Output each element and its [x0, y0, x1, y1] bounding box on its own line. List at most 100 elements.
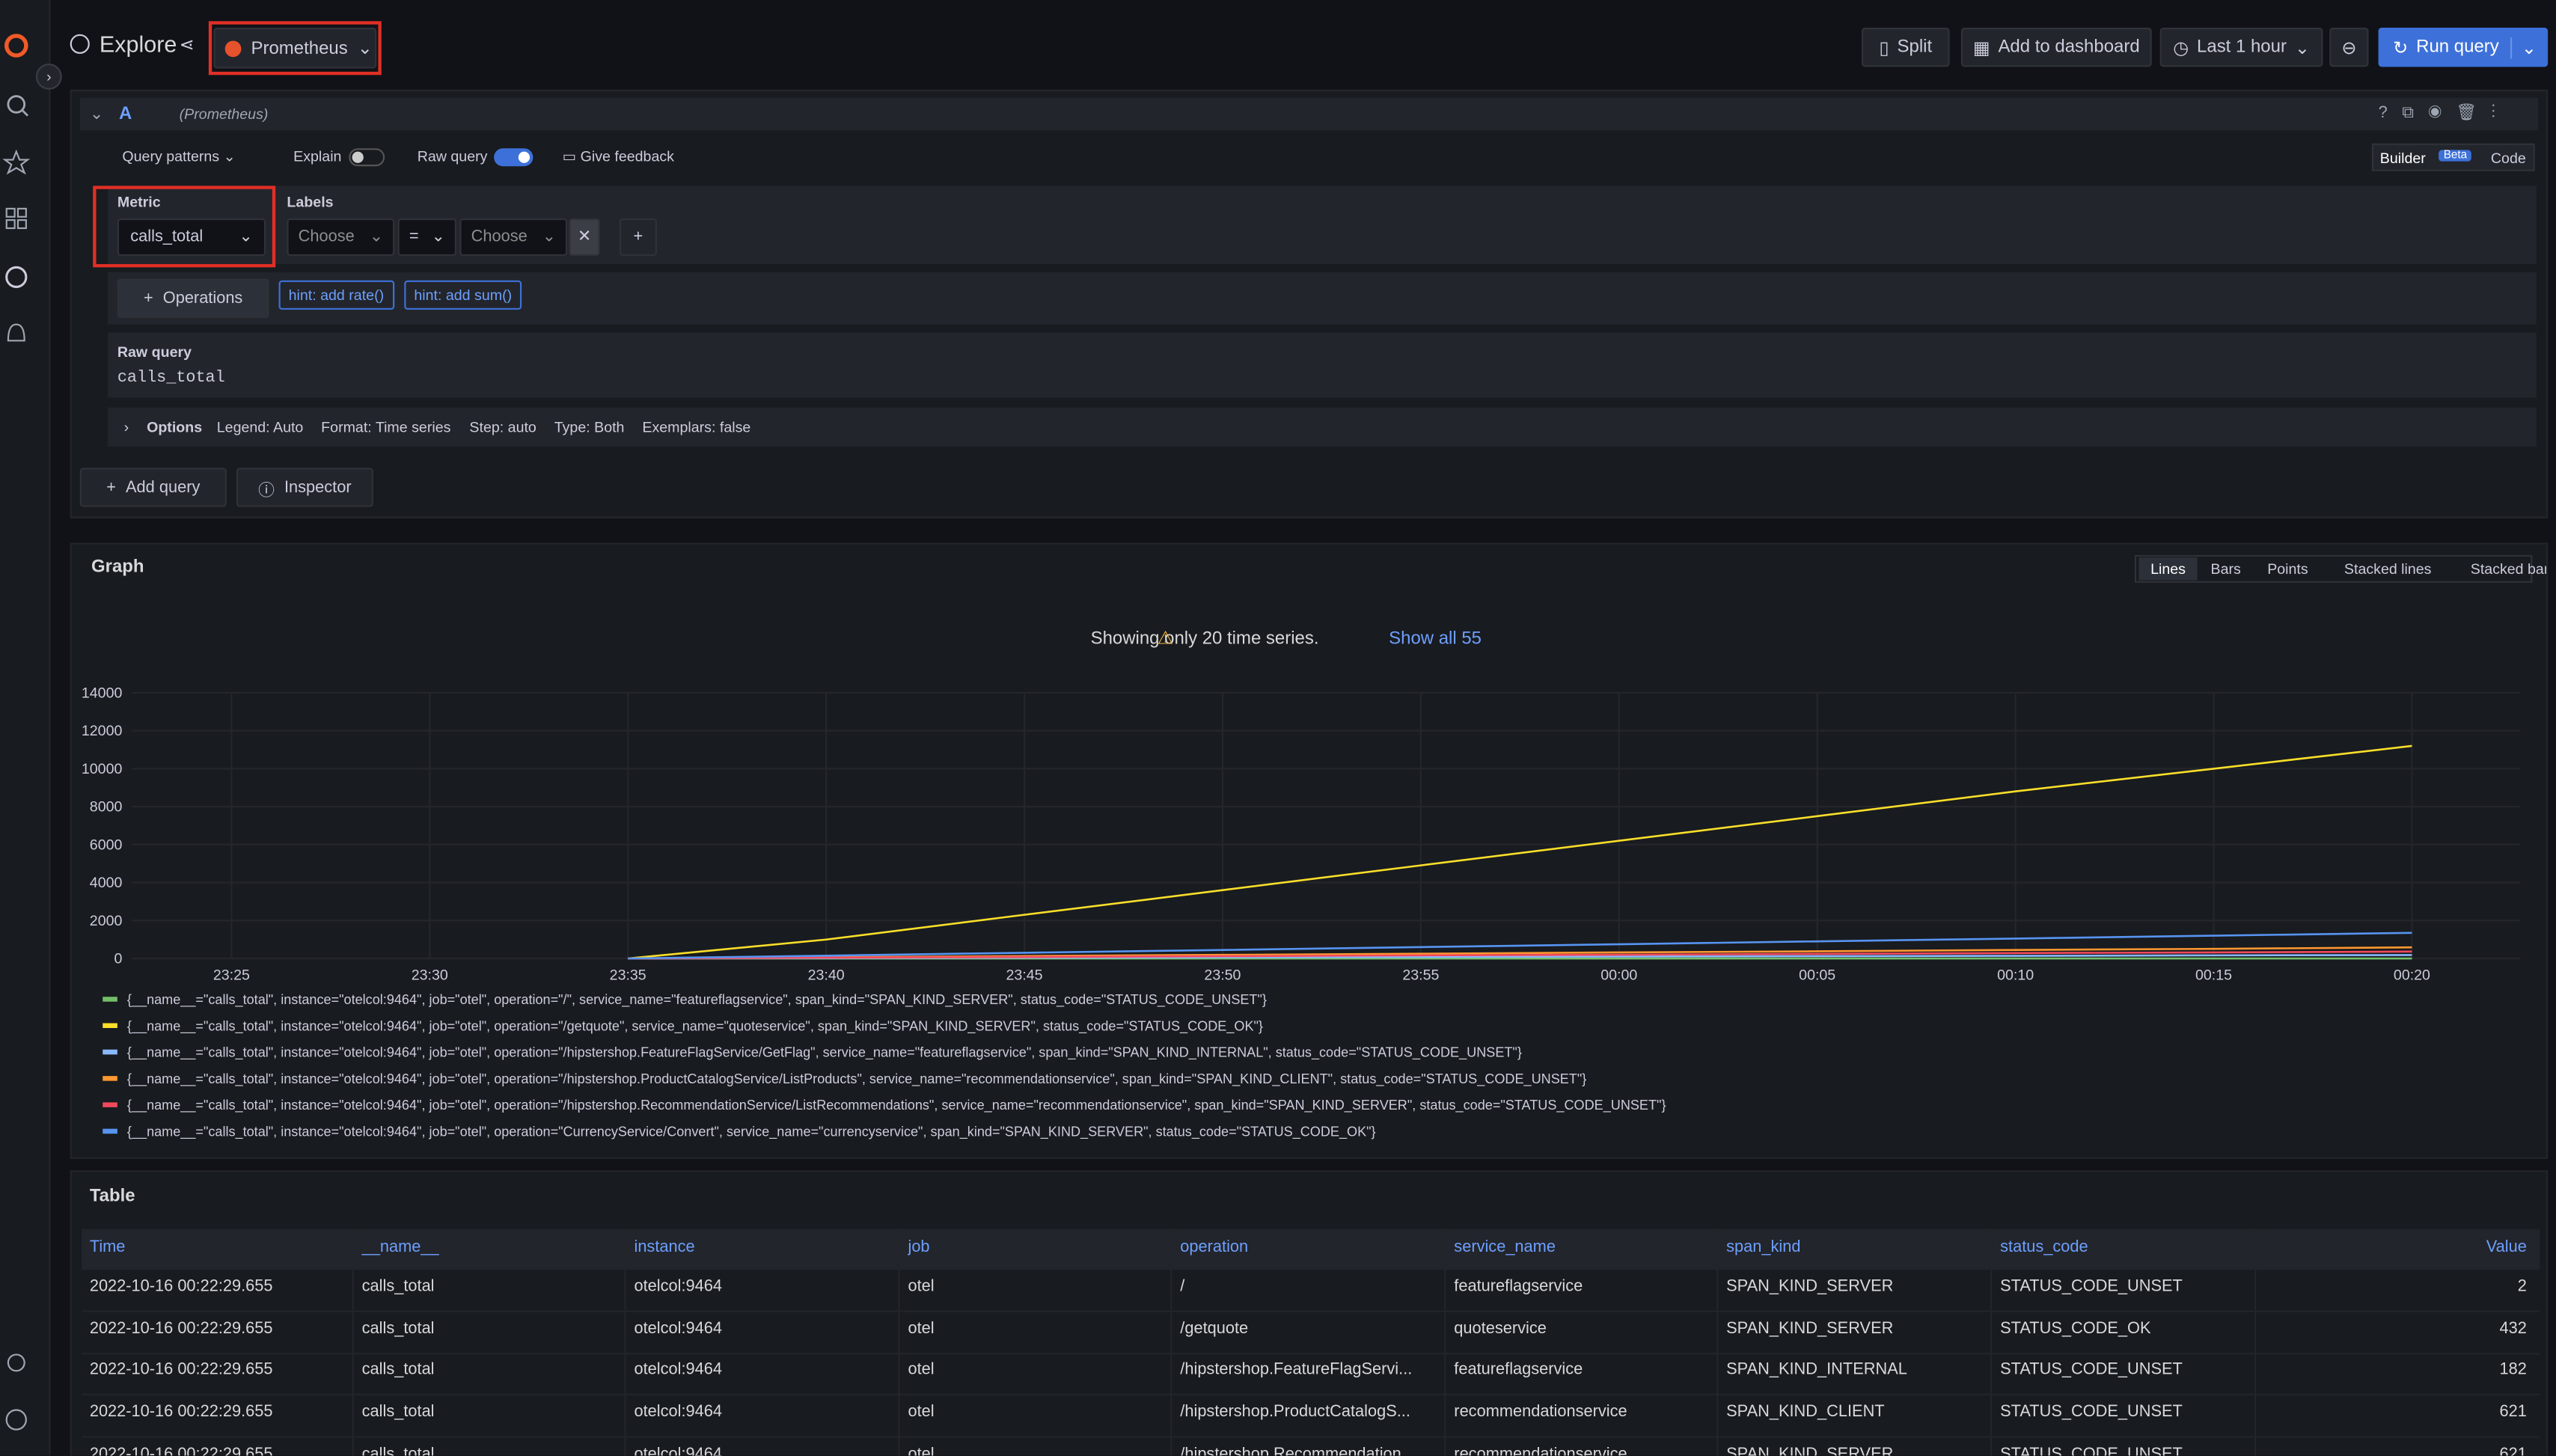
table-cell: STATUS_CODE_OK	[2000, 1320, 2150, 1338]
raw-query-toggle[interactable]	[494, 148, 533, 166]
table-cell: 2022-10-16 00:22:29.655	[90, 1404, 273, 1422]
y-tick-label: 0	[114, 951, 122, 967]
table-cell: 621	[2499, 1446, 2526, 1456]
column-header[interactable]: operation	[1180, 1239, 1248, 1257]
code-tab[interactable]: Code	[2491, 150, 2526, 166]
table-title: Table	[90, 1187, 135, 1206]
table-cell: 621	[2499, 1404, 2526, 1422]
graph: Graph Showing only 20 time series. ⚠ Sho…	[72, 545, 2546, 1157]
run-query-label: Run query	[2416, 37, 2499, 57]
add-label[interactable]: +	[620, 218, 657, 256]
collapse-icon[interactable]: ⌄	[90, 106, 103, 124]
column-header[interactable]: Value	[2486, 1239, 2527, 1257]
column-divider	[1170, 1229, 1172, 1456]
table-cell: /getquote	[1180, 1320, 1248, 1338]
datasource-name: Prometheus	[251, 38, 348, 58]
operator: =	[409, 228, 419, 246]
legend-label[interactable]: {__name__="calls_total", instance="otelc…	[127, 1124, 1376, 1140]
time-range-label: Last 1 hour	[2197, 37, 2287, 57]
share-icon[interactable]: ⋖	[180, 34, 195, 55]
legend-label[interactable]: {__name__="calls_total", instance="otelc…	[127, 992, 1267, 1008]
metric-value: calls_total	[130, 228, 203, 246]
table-cell: otelcol:9464	[634, 1320, 722, 1338]
column-divider	[352, 1229, 354, 1456]
x-tick-label: 23:25	[213, 967, 250, 983]
expand-sidebar[interactable]: ›	[36, 64, 62, 90]
x-tick-label: 00:00	[1600, 967, 1637, 983]
value-select[interactable]: Choose⌄	[459, 218, 567, 256]
legend-label[interactable]: {__name__="calls_total", instance="otelc…	[127, 1098, 1666, 1113]
x-tick-label: 23:35	[610, 967, 646, 983]
table-cell: /	[1180, 1278, 1184, 1296]
feedback-link[interactable]: ▭ Give feedback	[563, 148, 674, 166]
y-tick-label: 14000	[82, 685, 123, 701]
row-divider	[82, 1437, 2540, 1438]
add-to-dashboard-button[interactable]: ▦Add to dashboard	[1961, 28, 2152, 67]
labels-label: Labels	[287, 194, 333, 210]
warning-text: Showing only 20 time series.	[1091, 628, 1319, 649]
metric-label: Metric	[117, 194, 161, 210]
split-button[interactable]: ▯Split	[1862, 28, 1950, 67]
option-item: Format: Time series	[321, 419, 450, 435]
sidebar	[0, 0, 51, 1455]
column-header[interactable]: status_code	[2000, 1239, 2088, 1257]
table-panel: Table Time __name__ instance job operation se…	[70, 1170, 2548, 1455]
add-query-button[interactable]: +Add query	[80, 468, 227, 507]
table-cell: featureflagservice	[1454, 1362, 1583, 1380]
legend-label[interactable]: {__name__="calls_total", instance="otelc…	[127, 1018, 1263, 1034]
label-placeholder: Choose	[299, 228, 355, 246]
feedback-label: Give feedback	[581, 148, 674, 165]
operations-button[interactable]: +Operations	[117, 279, 269, 318]
explain-label: Explain	[293, 148, 341, 165]
mode-button[interactable]: Lines	[2150, 561, 2186, 578]
table-cell: 2022-10-16 00:22:29.655	[90, 1278, 273, 1296]
table-cell: otelcol:9464	[634, 1446, 722, 1456]
query-patterns[interactable]: Query patterns ⌄	[122, 148, 236, 166]
metric-select[interactable]: calls_total⌄	[117, 218, 266, 256]
split-label: Split	[1898, 37, 1933, 57]
y-tick-label: 10000	[82, 761, 123, 777]
show-all-link[interactable]: Show all 55	[1389, 628, 1482, 649]
column-divider	[1444, 1229, 1446, 1456]
label-select[interactable]: Choose⌄	[287, 218, 394, 256]
beta-badge: Beta	[2439, 150, 2471, 161]
column-header[interactable]: service_name	[1454, 1239, 1556, 1257]
operator-select[interactable]: =⌄	[398, 218, 456, 256]
x-tick-label: 23:45	[1006, 967, 1043, 983]
inspector-button[interactable]: ⓘInspector	[236, 468, 373, 507]
time-range-picker[interactable]: ◷Last 1 hour⌄	[2160, 28, 2323, 67]
remove-label[interactable]: ✕	[569, 218, 599, 256]
builder-tab[interactable]: Builder	[2380, 150, 2426, 166]
mode-button[interactable]: Stacked bars	[2471, 561, 2546, 578]
query-ref: A	[119, 104, 132, 123]
mode-button[interactable]: Stacked lines	[2344, 561, 2432, 578]
mode-button[interactable]: Bars	[2211, 561, 2241, 578]
column-header[interactable]: span_kind	[1726, 1239, 1800, 1257]
hint-button[interactable]: hint: add sum()	[404, 281, 522, 310]
table-cell: 2	[2518, 1278, 2527, 1296]
sidebar-icons	[0, 0, 49, 1455]
column-header[interactable]: instance	[634, 1239, 694, 1257]
table-cell: SPAN_KIND_SERVER	[1726, 1278, 1893, 1296]
mode-button[interactable]: Points	[2267, 561, 2308, 578]
query-actions[interactable]: ?⧉◉🗑⋮	[2379, 104, 2510, 122]
column-header[interactable]: Time	[90, 1239, 126, 1257]
datasource-picker[interactable]: Prometheus⌄	[213, 28, 376, 68]
legend-label[interactable]: {__name__="calls_total", instance="otelc…	[127, 1071, 1586, 1087]
row-divider	[82, 1395, 2540, 1396]
table-cell: calls_total	[362, 1404, 435, 1422]
column-header[interactable]: job	[908, 1239, 929, 1257]
column-header[interactable]: __name__	[362, 1239, 439, 1257]
zoom-out-button[interactable]: ⊖	[2329, 28, 2368, 67]
run-query-button[interactable]: ↻Run query⌄	[2379, 28, 2549, 67]
legend-label[interactable]: {__name__="calls_total", instance="otelc…	[127, 1045, 1522, 1061]
table-header	[82, 1229, 2540, 1270]
table-cell: 182	[2499, 1362, 2526, 1380]
table-cell: /hipstershop.Recommendation...	[1180, 1446, 1415, 1456]
explain-toggle[interactable]	[349, 148, 385, 166]
hint-button[interactable]: hint: add rate()	[279, 281, 394, 310]
series-line	[628, 746, 2412, 958]
x-tick-label: 23:40	[808, 967, 845, 983]
y-tick-label: 4000	[90, 875, 123, 891]
